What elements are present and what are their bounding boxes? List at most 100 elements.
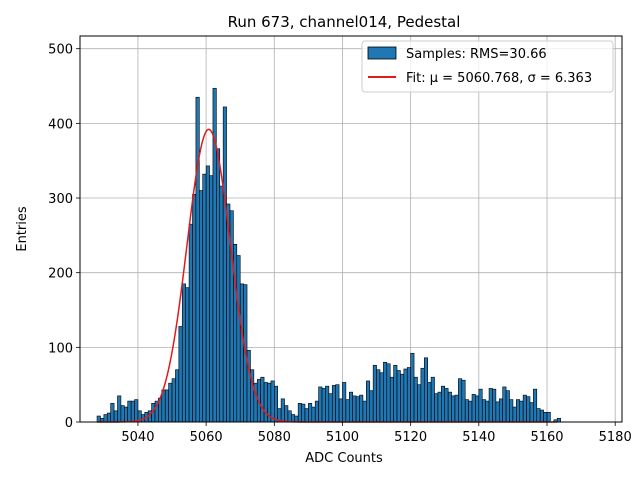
histogram-bar <box>216 148 221 423</box>
histogram-bar <box>178 326 183 423</box>
legend-box <box>361 40 614 93</box>
histogram-bar <box>509 399 514 423</box>
legend-swatch-samples <box>367 46 397 60</box>
histogram-bar <box>280 398 285 423</box>
histogram-bar <box>124 406 129 423</box>
histogram-bar <box>113 410 118 423</box>
histogram-bar <box>464 399 469 423</box>
histogram-bar <box>311 406 316 423</box>
histogram-bar <box>502 386 507 423</box>
x-tick-label: 5180 <box>599 430 632 445</box>
x-tick-label: 5040 <box>121 430 154 445</box>
histogram-bar <box>393 364 398 423</box>
histogram-bar <box>345 399 350 423</box>
histogram-bar <box>543 411 548 423</box>
histogram-bar <box>294 415 299 423</box>
histogram-bar <box>205 165 210 423</box>
histogram-bar <box>430 376 435 423</box>
histogram-bar <box>495 401 500 423</box>
legend-label-fit: Fit: μ = 5060.768, σ = 6.363 <box>406 71 592 86</box>
histogram-bar <box>471 394 476 423</box>
histogram-bar <box>321 388 326 423</box>
histogram-bar <box>291 414 296 423</box>
histogram-bar <box>498 398 503 423</box>
histogram-bar <box>175 369 180 423</box>
y-axis-ticks: 0 100 200 300 400 500 <box>48 43 80 431</box>
histogram-bar <box>526 396 531 423</box>
histogram-bar <box>103 414 108 423</box>
histogram-bar <box>185 287 190 423</box>
histogram-bar <box>270 380 275 423</box>
histogram-bar <box>383 361 388 423</box>
histogram-bar <box>516 399 521 423</box>
chart-title: Run 673, channel014, Pedestal <box>228 13 461 31</box>
y-tick-label: 200 <box>48 267 73 282</box>
histogram-bar <box>342 382 347 423</box>
histogram-bar <box>304 408 309 423</box>
histogram-bar <box>406 367 411 423</box>
histogram-bar <box>389 376 394 423</box>
histogram-bar <box>209 175 214 423</box>
histogram-bar <box>485 400 490 423</box>
histogram-bar <box>338 398 343 423</box>
fit-curve <box>97 128 558 423</box>
y-tick-label: 100 <box>48 341 73 356</box>
histogram-bar <box>199 190 204 423</box>
histogram-bar <box>120 405 125 423</box>
histogram-bar <box>400 373 405 423</box>
histogram-bar <box>359 394 364 423</box>
histogram-bar <box>447 391 452 423</box>
histogram-bar <box>219 185 224 423</box>
histogram-bar <box>284 405 289 423</box>
histogram-bar <box>536 408 541 423</box>
histogram-bar <box>410 353 415 423</box>
legend-label-samples: Samples: RMS=30.66 <box>406 47 547 62</box>
histogram-bar <box>331 385 336 423</box>
histogram-bar <box>481 399 486 423</box>
histogram-bar <box>239 283 244 423</box>
histogram-bar <box>458 378 463 423</box>
histogram-bar <box>362 400 367 423</box>
histogram-bar <box>396 370 401 423</box>
histogram-bar <box>468 400 473 423</box>
x-tick-label: 5080 <box>258 430 291 445</box>
x-axis-label: ADC Counts <box>305 451 383 466</box>
histogram-bar <box>366 380 371 423</box>
histogram-bar <box>369 390 374 423</box>
histogram-bar <box>164 389 169 423</box>
x-tick-label: 5120 <box>394 430 427 445</box>
histogram-bar <box>127 400 132 423</box>
histogram-bar <box>492 388 497 423</box>
histogram-bar <box>519 400 524 423</box>
histogram-bar <box>444 388 449 423</box>
histogram-bar <box>192 193 197 423</box>
histogram-bar <box>318 386 323 423</box>
histogram-bar <box>335 384 340 423</box>
histogram-bar <box>451 395 456 423</box>
histogram-bar <box>505 390 510 423</box>
histogram-bar <box>461 379 466 423</box>
histogram-bar <box>263 382 268 423</box>
histogram-bar <box>522 394 527 423</box>
histogram-bar <box>423 357 428 423</box>
histogram-bar <box>314 400 319 423</box>
histogram-bar <box>171 378 176 423</box>
histogram-bar <box>188 223 193 423</box>
y-axis-label: Entries <box>15 206 30 252</box>
histogram-bar <box>130 400 135 423</box>
x-tick-label: 5160 <box>530 430 563 445</box>
histogram-bar <box>308 403 313 423</box>
histogram-bar <box>352 395 357 423</box>
histogram-bar <box>376 369 381 423</box>
histogram-bar <box>96 415 101 423</box>
x-tick-label: 5060 <box>190 430 223 445</box>
histogram-bar <box>475 395 480 423</box>
histogram-bar <box>328 393 333 423</box>
histogram-bar <box>202 173 207 423</box>
histogram-bar <box>161 389 166 423</box>
histogram-bar <box>386 363 391 423</box>
histogram-bar <box>297 403 302 423</box>
histogram-bar <box>434 393 439 423</box>
histogram-bar <box>117 395 122 423</box>
